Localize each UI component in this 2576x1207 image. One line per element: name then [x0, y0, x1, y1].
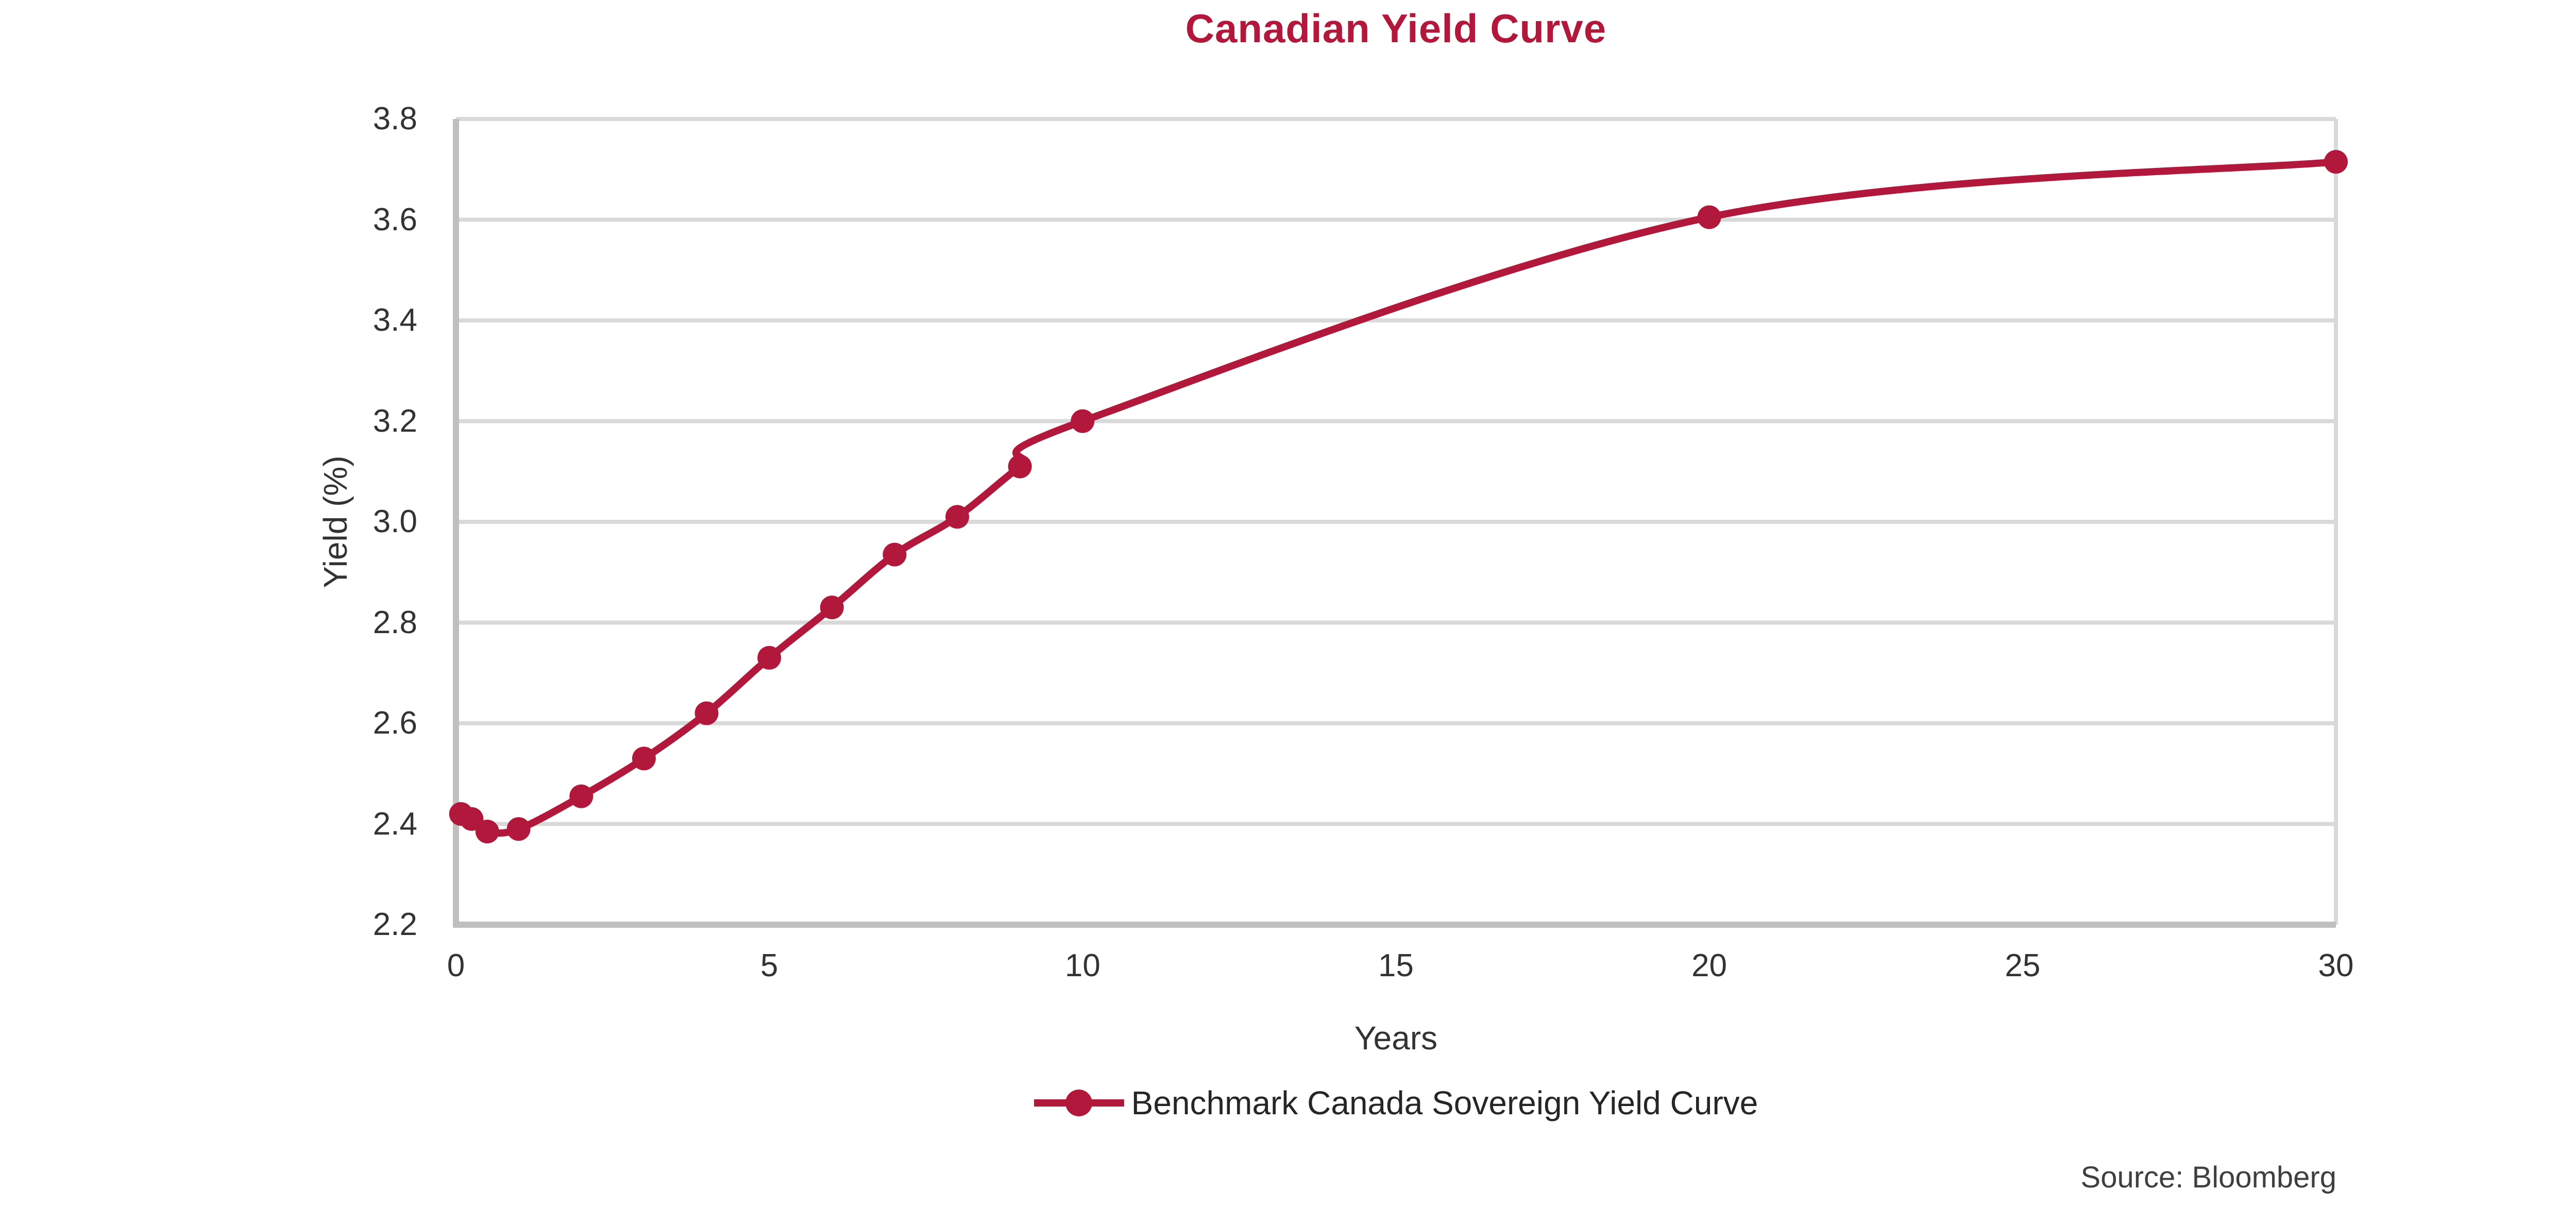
x-tick-label: 20: [1691, 948, 1727, 983]
x-tick-label: 0: [447, 948, 465, 983]
legend-line-marker-icon: [1033, 1090, 1124, 1116]
legend: Benchmark Canada Sovereign Yield Curve: [456, 1080, 2336, 1126]
chart-title: Canadian Yield Curve: [1185, 6, 1607, 51]
y-tick-label: 3.4: [372, 302, 417, 338]
data-point-marker: [506, 817, 531, 841]
x-tick-label: 30: [2318, 948, 2354, 983]
data-point-marker: [632, 746, 656, 771]
x-tick-label: 10: [1064, 948, 1100, 983]
x-tick-label: 5: [760, 948, 778, 983]
y-tick-label: 2.6: [372, 705, 417, 741]
data-point-marker: [694, 701, 719, 725]
data-point-marker: [2324, 150, 2348, 174]
data-point-marker: [1697, 205, 1721, 229]
y-tick-label: 3.0: [372, 504, 417, 539]
data-point-marker: [883, 542, 907, 567]
x-tick-label: 25: [2005, 948, 2041, 983]
data-point-marker: [569, 784, 594, 808]
x-axis-title: Years: [1354, 1019, 1438, 1057]
legend-dot-icon: [1065, 1090, 1093, 1116]
x-tick-label: 15: [1378, 948, 1414, 983]
data-point-marker: [757, 645, 782, 670]
y-tick-label: 2.8: [372, 604, 417, 640]
y-tick-label: 2.4: [372, 806, 417, 842]
y-tick-label: 3.6: [372, 201, 417, 237]
data-point-marker: [1008, 454, 1032, 479]
y-axis-title: Yield (%): [317, 455, 354, 588]
y-tick-label: 3.2: [372, 403, 417, 439]
data-point-marker: [1071, 409, 1095, 433]
data-point-marker: [945, 505, 970, 529]
source-note: Source: Bloomberg: [2080, 1161, 2336, 1194]
data-point-marker: [475, 820, 499, 844]
data-point-marker: [820, 596, 844, 620]
legend-label: Benchmark Canada Sovereign Yield Curve: [1131, 1084, 1758, 1121]
y-tick-label: 2.2: [372, 907, 417, 942]
y-tick-label: 3.8: [372, 101, 417, 137]
yield-curve-line: [457, 158, 2340, 837]
